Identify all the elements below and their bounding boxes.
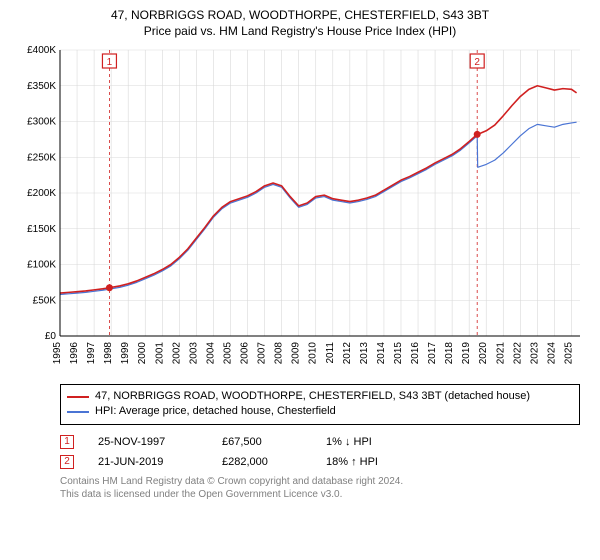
svg-text:1997: 1997 xyxy=(86,342,97,365)
svg-text:£100K: £100K xyxy=(27,260,56,271)
svg-text:1998: 1998 xyxy=(103,342,114,365)
svg-text:2012: 2012 xyxy=(342,342,353,365)
sale-delta-1: 1% ↓ HPI xyxy=(326,436,416,448)
legend-label-property: 47, NORBRIGGS ROAD, WOODTHORPE, CHESTERF… xyxy=(95,389,530,404)
svg-text:2024: 2024 xyxy=(546,342,557,365)
svg-text:2001: 2001 xyxy=(154,342,165,365)
legend-row-property: 47, NORBRIGGS ROAD, WOODTHORPE, CHESTERF… xyxy=(67,389,573,404)
legend-label-hpi: HPI: Average price, detached house, Ches… xyxy=(95,404,336,419)
sale-date-2: 21-JUN-2019 xyxy=(98,456,198,468)
svg-text:£50K: £50K xyxy=(33,295,57,306)
svg-text:1995: 1995 xyxy=(52,342,63,365)
svg-text:2017: 2017 xyxy=(427,342,438,365)
svg-text:1999: 1999 xyxy=(120,342,131,365)
legend: 47, NORBRIGGS ROAD, WOODTHORPE, CHESTERF… xyxy=(60,384,580,425)
sale-price-2: £282,000 xyxy=(222,456,302,468)
svg-text:1996: 1996 xyxy=(69,342,80,365)
svg-text:2010: 2010 xyxy=(308,342,319,365)
sale-price-1: £67,500 xyxy=(222,436,302,448)
svg-text:2021: 2021 xyxy=(495,342,506,365)
svg-text:£150K: £150K xyxy=(27,224,56,235)
svg-text:2023: 2023 xyxy=(529,342,540,365)
sale-row-2: 2 21-JUN-2019 £282,000 18% ↑ HPI xyxy=(60,455,588,469)
svg-text:2020: 2020 xyxy=(478,342,489,365)
svg-text:2: 2 xyxy=(474,57,480,68)
legend-row-hpi: HPI: Average price, detached house, Ches… xyxy=(67,404,573,419)
svg-text:2018: 2018 xyxy=(444,342,455,365)
svg-text:2000: 2000 xyxy=(137,342,148,365)
svg-text:2002: 2002 xyxy=(171,342,182,365)
svg-text:2019: 2019 xyxy=(461,342,472,365)
line-chart-svg: £0 £50K £100K £150K £200K £250K £300K £350K £400… xyxy=(12,44,588,374)
svg-text:2011: 2011 xyxy=(325,342,336,364)
svg-text:2005: 2005 xyxy=(222,342,233,365)
svg-text:2014: 2014 xyxy=(376,342,387,365)
footnote: Contains HM Land Registry data © Crown c… xyxy=(60,475,588,501)
footnote-line1: Contains HM Land Registry data © Crown c… xyxy=(60,475,588,488)
sales-table: 1 25-NOV-1997 £67,500 1% ↓ HPI 2 21-JUN-… xyxy=(60,435,588,469)
svg-text:2013: 2013 xyxy=(359,342,370,365)
svg-text:2004: 2004 xyxy=(205,342,216,365)
svg-text:2006: 2006 xyxy=(240,342,251,365)
svg-text:£300K: £300K xyxy=(27,117,56,128)
chart-container: 47, NORBRIGGS ROAD, WOODTHORPE, CHESTERF… xyxy=(0,0,600,505)
chart-subtitle: Price paid vs. HM Land Registry's House … xyxy=(12,24,588,38)
footnote-line2: This data is licensed under the Open Gov… xyxy=(60,488,588,501)
svg-text:2008: 2008 xyxy=(274,342,285,365)
sale-delta-2: 18% ↑ HPI xyxy=(326,456,416,468)
svg-text:2022: 2022 xyxy=(512,342,523,365)
sale-row-1: 1 25-NOV-1997 £67,500 1% ↓ HPI xyxy=(60,435,588,449)
svg-text:£0: £0 xyxy=(45,331,57,342)
svg-text:1: 1 xyxy=(107,57,113,68)
svg-text:2007: 2007 xyxy=(257,342,268,365)
sale-date-1: 25-NOV-1997 xyxy=(98,436,198,448)
legend-swatch-property xyxy=(67,396,89,398)
sale-marker-2: 2 xyxy=(60,455,74,469)
legend-swatch-hpi xyxy=(67,411,89,413)
chart-title-address: 47, NORBRIGGS ROAD, WOODTHORPE, CHESTERF… xyxy=(12,8,588,22)
svg-text:2009: 2009 xyxy=(291,342,302,365)
svg-text:2016: 2016 xyxy=(410,342,421,365)
plot-area: £0 £50K £100K £150K £200K £250K £300K £350K £400… xyxy=(12,44,588,374)
svg-text:£200K: £200K xyxy=(27,188,56,199)
sale-marker-1: 1 xyxy=(60,435,74,449)
svg-text:£400K: £400K xyxy=(27,45,56,56)
svg-text:£350K: £350K xyxy=(27,81,56,92)
svg-text:2015: 2015 xyxy=(393,342,404,365)
svg-text:2025: 2025 xyxy=(563,342,574,365)
svg-text:2003: 2003 xyxy=(188,342,199,365)
svg-text:£250K: £250K xyxy=(27,152,56,163)
